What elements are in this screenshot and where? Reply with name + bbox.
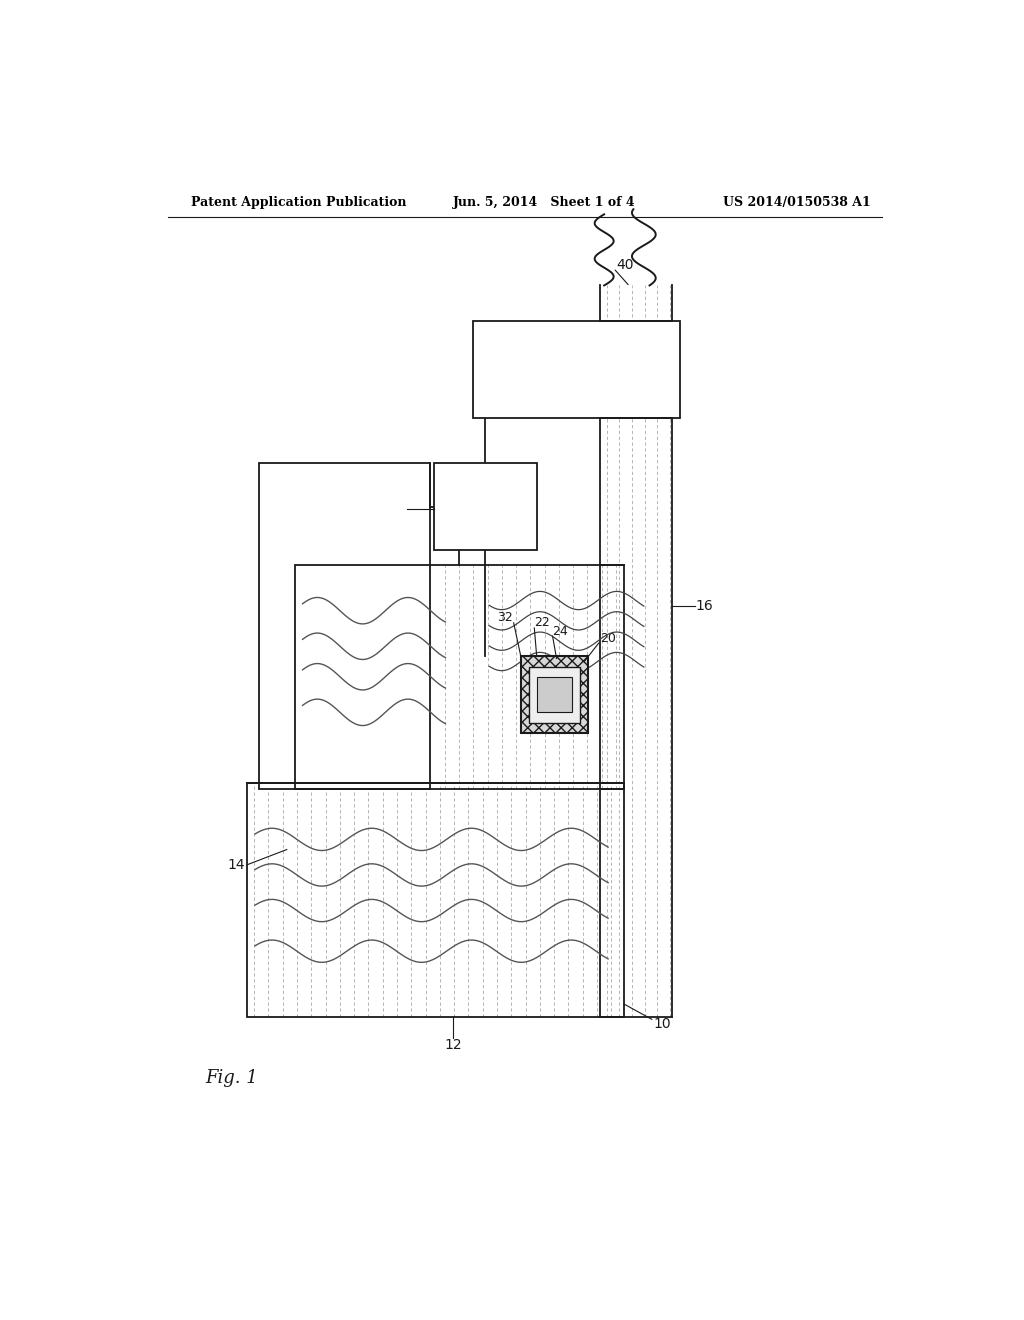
Text: US 2014/0150538 A1: US 2014/0150538 A1 bbox=[723, 195, 871, 209]
Text: Patent Application Publication: Patent Application Publication bbox=[191, 195, 407, 209]
Text: 16: 16 bbox=[695, 598, 713, 612]
Bar bbox=[473, 321, 680, 417]
Text: 32: 32 bbox=[497, 611, 513, 624]
Text: Fig. 1: Fig. 1 bbox=[205, 1069, 258, 1088]
Text: 38: 38 bbox=[386, 502, 404, 516]
Text: 40: 40 bbox=[616, 259, 634, 272]
Bar bbox=[433, 463, 537, 549]
Text: 12: 12 bbox=[444, 1038, 462, 1052]
Bar bbox=[247, 784, 624, 1018]
Bar bbox=[295, 565, 624, 788]
Text: 20: 20 bbox=[600, 632, 616, 644]
Bar bbox=[528, 667, 581, 722]
Bar bbox=[259, 463, 430, 788]
Text: 24: 24 bbox=[553, 624, 568, 638]
Text: Jun. 5, 2014   Sheet 1 of 4: Jun. 5, 2014 Sheet 1 of 4 bbox=[454, 195, 636, 209]
Text: 22: 22 bbox=[535, 616, 550, 630]
Text: 14: 14 bbox=[227, 858, 246, 871]
Text: 10: 10 bbox=[653, 1018, 671, 1031]
Bar bbox=[537, 677, 572, 713]
Bar bbox=[521, 656, 588, 733]
